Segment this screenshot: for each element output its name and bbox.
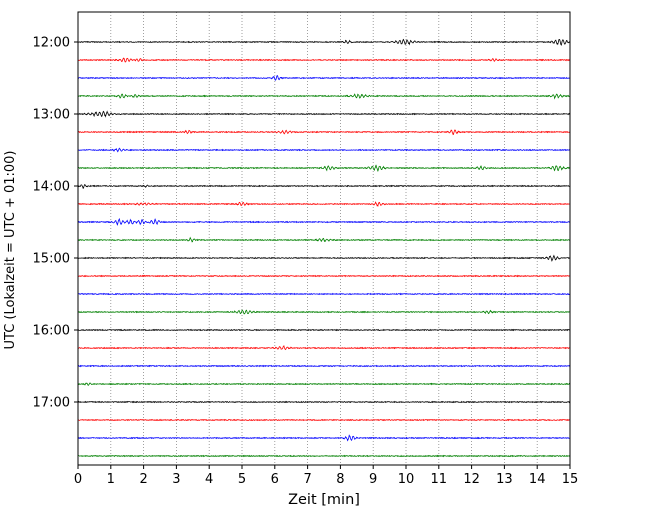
x-tick-label: 8 bbox=[336, 472, 344, 487]
trace-14-15 bbox=[77, 201, 571, 207]
trace-12-45 bbox=[77, 93, 571, 100]
trace-14-30 bbox=[78, 217, 571, 226]
y-tick-label: 14:00 bbox=[33, 180, 70, 195]
trace-17-00 bbox=[78, 400, 571, 404]
x-tick-label: 4 bbox=[205, 472, 213, 487]
trace-16-00 bbox=[77, 328, 571, 332]
y-tick-label: 17:00 bbox=[33, 396, 70, 411]
x-tick-label: 3 bbox=[172, 472, 180, 487]
x-tick-label: 14 bbox=[529, 472, 546, 487]
x-tick-label: 12 bbox=[463, 472, 480, 487]
x-tick-label: 15 bbox=[562, 472, 579, 487]
y-axis-label: UTC (Lokalzeit = UTC + 01:00) bbox=[3, 151, 18, 350]
trace-15-45 bbox=[77, 309, 571, 315]
plot-frame bbox=[77, 11, 571, 466]
x-tick-label: 11 bbox=[431, 472, 448, 487]
trace-17-15 bbox=[77, 418, 571, 422]
y-tick-label: 13:00 bbox=[33, 108, 70, 123]
plot-content: 0 1 2 3 4 5 6 7 8 9 10 11 12 13 14 1512:0013:0014:0015:… bbox=[33, 11, 579, 487]
trace-17-30 bbox=[77, 434, 571, 442]
trace-13-30 bbox=[77, 147, 571, 153]
trace-17-45 bbox=[77, 454, 571, 458]
trace-13-00 bbox=[77, 110, 571, 118]
x-tick-label: 9 bbox=[369, 472, 377, 487]
x-tick-label: 6 bbox=[271, 472, 279, 487]
x-tick-label: 2 bbox=[139, 472, 147, 487]
trace-15-30 bbox=[77, 292, 571, 296]
x-tick-label: 0 bbox=[74, 472, 82, 487]
x-tick-label: 5 bbox=[238, 472, 246, 487]
trace-16-15 bbox=[77, 345, 571, 351]
trace-13-15 bbox=[77, 129, 571, 136]
trace-16-45 bbox=[77, 382, 571, 387]
x-tick-label: 13 bbox=[496, 472, 513, 487]
trace-14-00 bbox=[77, 184, 571, 189]
y-tick-label: 12:00 bbox=[33, 36, 70, 51]
trace-14-45 bbox=[77, 236, 570, 243]
x-axis-label: Zeit [min] bbox=[288, 492, 360, 508]
x-tick-label: 7 bbox=[303, 472, 311, 487]
trace-12-00 bbox=[77, 38, 571, 46]
trace-16-30 bbox=[77, 364, 571, 368]
x-tick-label: 1 bbox=[107, 472, 115, 487]
y-tick-label: 16:00 bbox=[33, 324, 70, 339]
trace-15-00 bbox=[77, 254, 571, 262]
trace-15-15 bbox=[77, 274, 571, 278]
y-tick-label: 15:00 bbox=[33, 252, 70, 267]
x-tick-label: 10 bbox=[398, 472, 415, 487]
trace-12-30 bbox=[77, 75, 571, 81]
trace-12-15 bbox=[77, 57, 571, 63]
trace-13-45 bbox=[77, 164, 571, 173]
